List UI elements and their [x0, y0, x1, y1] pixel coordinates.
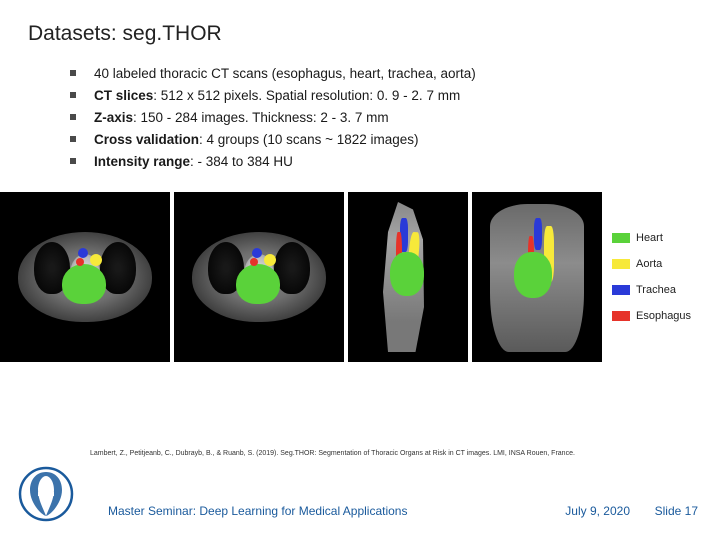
legend-swatch-esophagus	[612, 311, 630, 321]
legend-label: Heart	[636, 232, 663, 244]
bullet-item: Cross validation: 4 groups (10 scans ~ 1…	[70, 130, 630, 151]
legend-row-esophagus: Esophagus	[612, 310, 712, 322]
bullet-list: 40 labeled thoracic CT scans (esophagus,…	[70, 64, 630, 174]
legend-label: Esophagus	[636, 310, 691, 322]
seg-heart	[236, 264, 280, 304]
footer-seminar: Master Seminar: Deep Learning for Medica…	[108, 504, 407, 518]
segmentation-legend: Heart Aorta Trachea Esophagus	[612, 192, 712, 362]
ct-coronal-panel	[472, 192, 602, 362]
bullet-item: Intensity range: - 384 to 384 HU	[70, 152, 630, 173]
seg-aorta	[264, 254, 276, 266]
seg-aorta	[90, 254, 102, 266]
ct-axial-panel-2	[174, 192, 344, 362]
seg-heart	[514, 252, 552, 298]
legend-label: Trachea	[636, 284, 676, 296]
seg-esophagus	[76, 258, 84, 266]
bullet-icon	[70, 114, 76, 120]
seg-trachea	[252, 248, 262, 258]
ct-axial-panel-1	[0, 192, 170, 362]
seg-trachea	[534, 218, 542, 250]
seg-heart	[390, 252, 424, 296]
legend-swatch-aorta	[612, 259, 630, 269]
bullet-icon	[70, 158, 76, 164]
bullet-text: 40 labeled thoracic CT scans (esophagus,…	[94, 66, 476, 81]
bullet-bold: Intensity range	[94, 154, 190, 169]
bullet-bold: Z-axis	[94, 110, 133, 125]
slide-title: Datasets: seg.THOR	[28, 22, 222, 46]
bullet-bold: CT slices	[94, 88, 153, 103]
bullet-text: : 4 groups (10 scans ~ 1822 images)	[199, 132, 419, 147]
legend-row-heart: Heart	[612, 232, 712, 244]
bullet-icon	[70, 136, 76, 142]
footer-slide: Slide 17	[655, 504, 698, 518]
ct-sagittal-panel	[348, 192, 468, 362]
legend-row-trachea: Trachea	[612, 284, 712, 296]
bullet-text: : 512 x 512 pixels. Spatial resolution: …	[153, 88, 460, 103]
bullet-icon	[70, 70, 76, 76]
seg-heart	[62, 264, 106, 304]
bullet-item: 40 labeled thoracic CT scans (esophagus,…	[70, 64, 630, 85]
bullet-text: : 150 - 284 images. Thickness: 2 - 3. 7 …	[133, 110, 389, 125]
legend-label: Aorta	[636, 258, 662, 270]
seg-esophagus	[250, 258, 258, 266]
bullet-item: CT slices: 512 x 512 pixels. Spatial res…	[70, 86, 630, 107]
bullet-item: Z-axis: 150 - 284 images. Thickness: 2 -…	[70, 108, 630, 129]
bullet-text: : - 384 to 384 HU	[190, 154, 293, 169]
citation-text: Lambert, Z., Petitjeanb, C., Dubrayb, B.…	[90, 450, 690, 457]
ct-image-strip: Heart Aorta Trachea Esophagus	[0, 192, 720, 362]
legend-swatch-heart	[612, 233, 630, 243]
legend-row-aorta: Aorta	[612, 258, 712, 270]
bullet-bold: Cross validation	[94, 132, 199, 147]
institution-logo-icon	[18, 466, 74, 522]
footer-date: July 9, 2020	[565, 504, 630, 518]
seg-trachea	[78, 248, 88, 258]
legend-swatch-trachea	[612, 285, 630, 295]
bullet-icon	[70, 92, 76, 98]
